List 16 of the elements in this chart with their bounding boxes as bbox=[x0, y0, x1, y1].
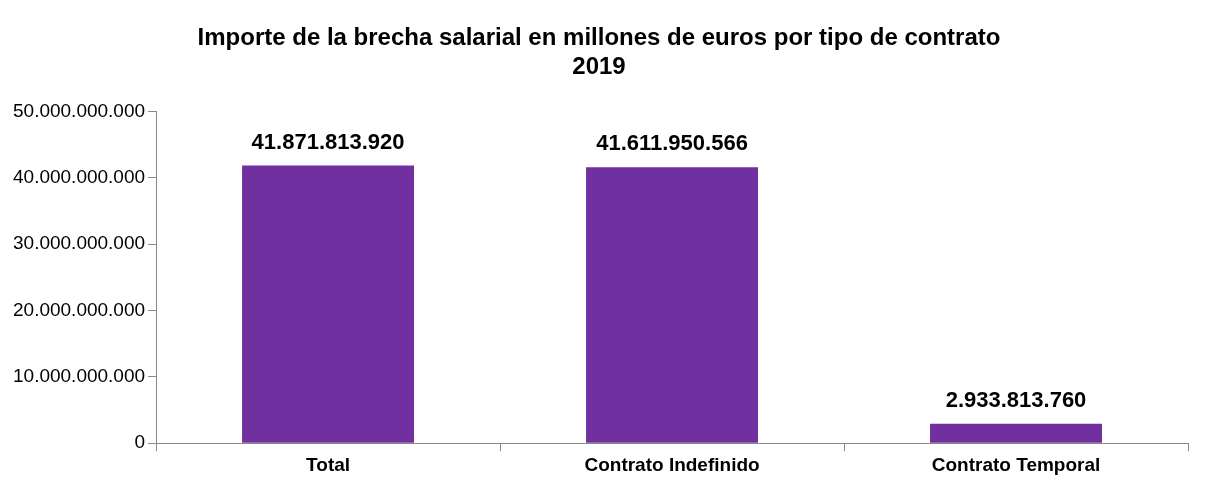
y-tick-label: 20.000.000.000 bbox=[12, 298, 146, 320]
chart-title: Importe de la brecha salarial en millones de euros por tipo de contrato 2019 bbox=[197, 23, 1001, 79]
y-tick-label: 50.000.000.000 bbox=[12, 99, 146, 121]
y-tick-label: 40.000.000.000 bbox=[12, 166, 146, 188]
data-label: 41.611.950.566 bbox=[596, 130, 748, 156]
bar bbox=[930, 423, 1103, 443]
y-tick-label: 10.000.000.000 bbox=[12, 365, 146, 387]
bar bbox=[586, 167, 759, 443]
x-tick-label: Total bbox=[306, 453, 351, 475]
x-tick-label: Contrato Temporal bbox=[931, 453, 1101, 475]
x-tick-label: Contrato Indefinido bbox=[584, 453, 760, 475]
y-tick-label: 30.000.000.000 bbox=[12, 232, 146, 254]
y-tick-label: 0 bbox=[134, 431, 146, 453]
data-label: 2.933.813.760 bbox=[945, 386, 1087, 412]
data-label: 41.871.813.920 bbox=[251, 128, 405, 154]
bar bbox=[242, 165, 415, 443]
